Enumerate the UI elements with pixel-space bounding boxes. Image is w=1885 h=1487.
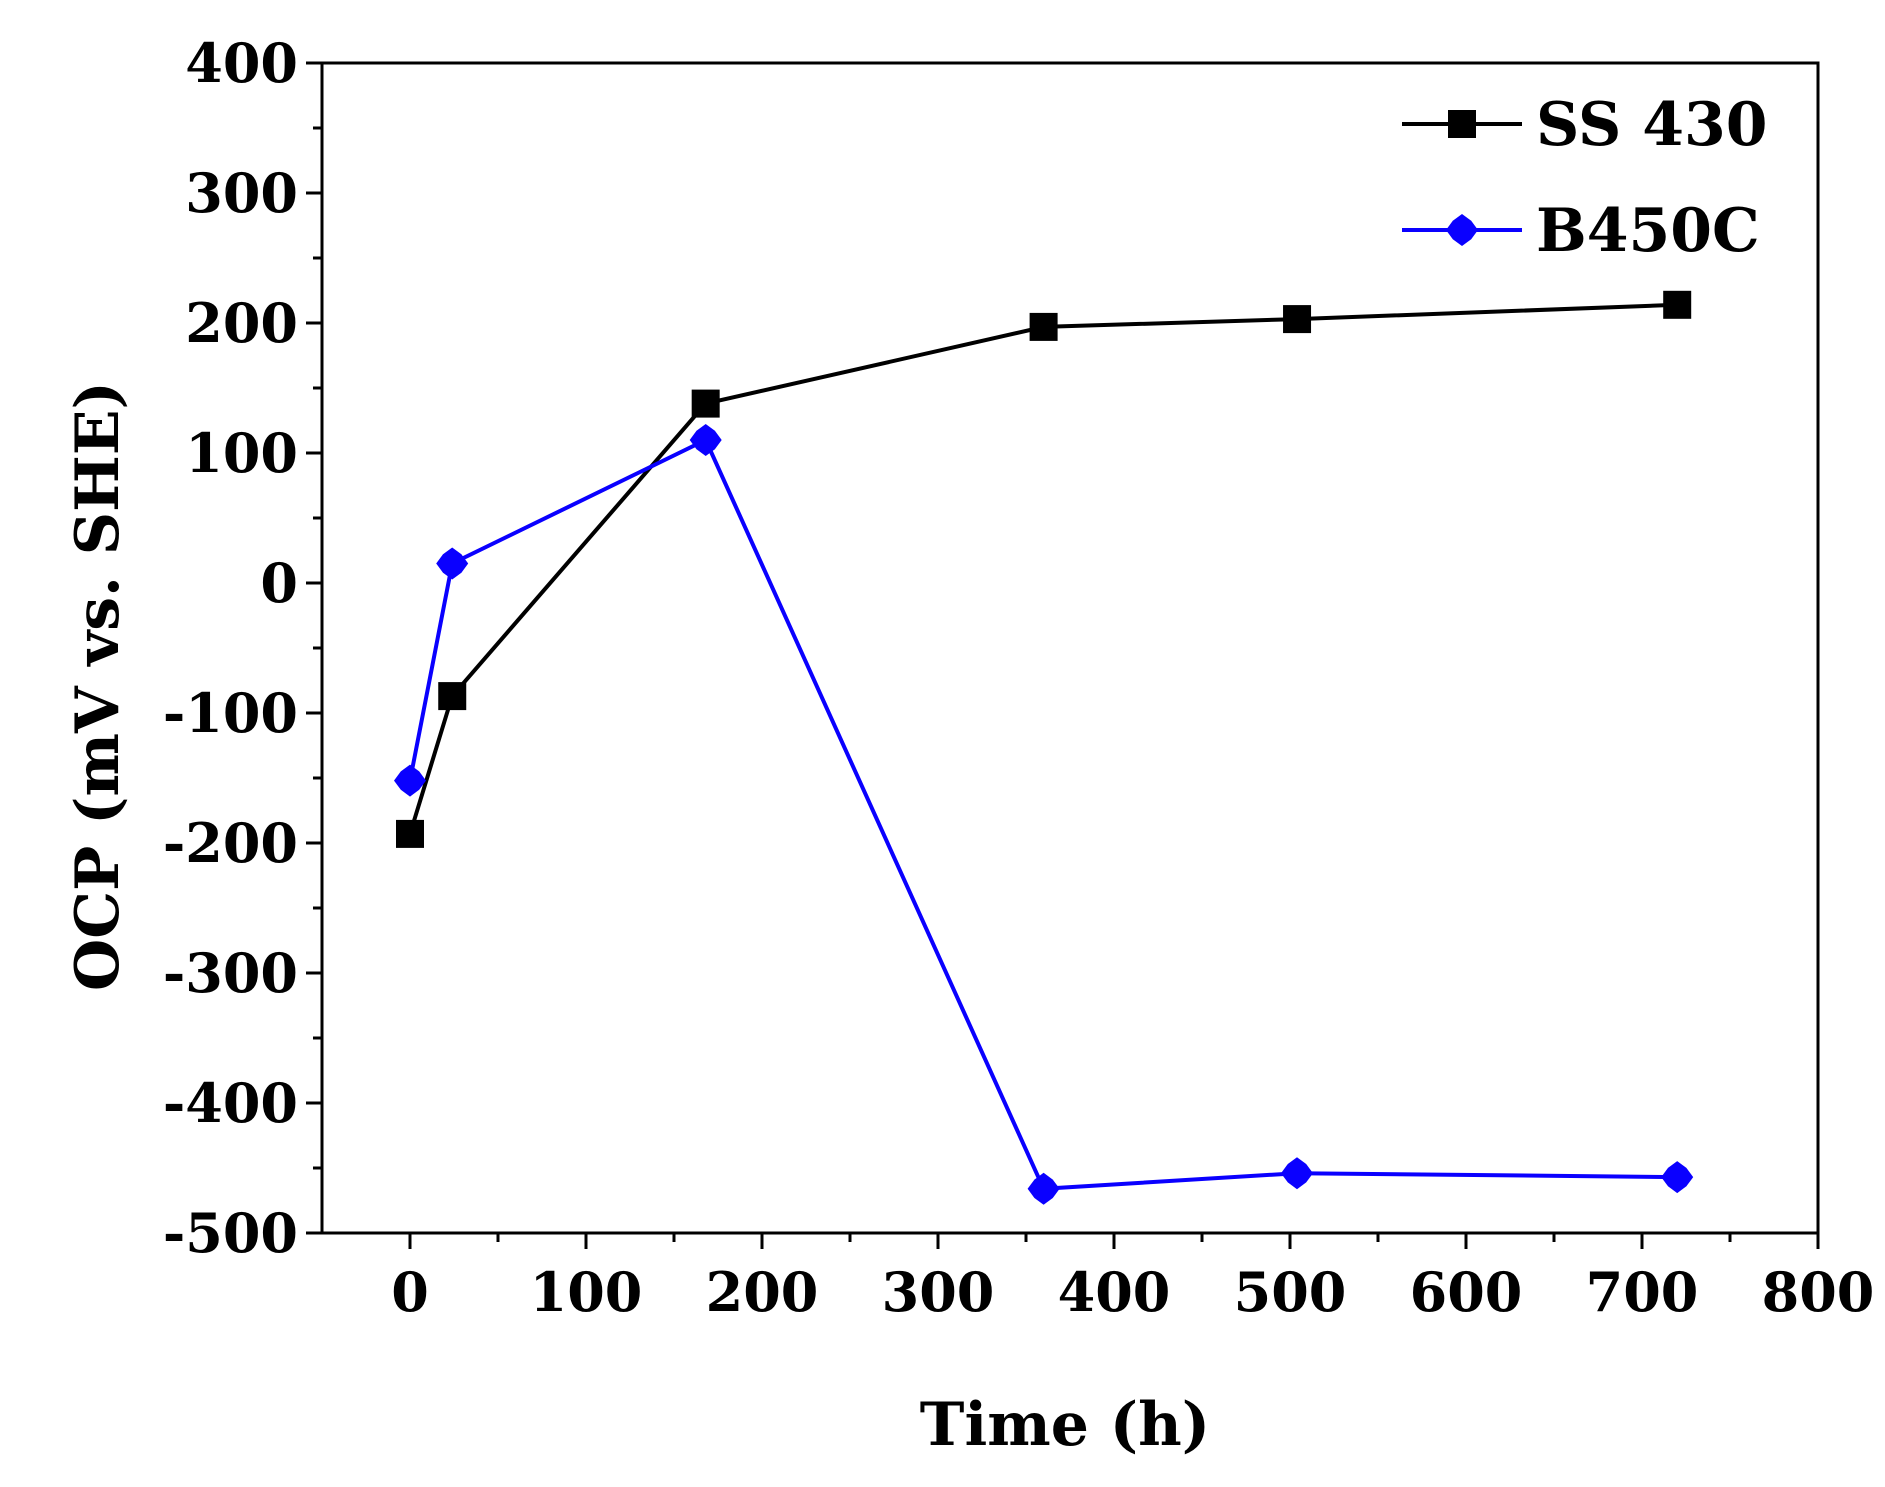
data-point-b450c: [1027, 1172, 1060, 1205]
series-line-b450c: [408, 437, 1678, 1191]
data-point-b450c: [394, 764, 426, 797]
data-point-b450c: [436, 547, 469, 580]
legend-marker-b450c: [1446, 214, 1478, 246]
data-point-ss-430: [1663, 290, 1692, 319]
y-tick-label: -300: [163, 941, 298, 1005]
legend-label-b450c: B450C: [1536, 196, 1760, 266]
marker-core: [1666, 1166, 1689, 1189]
axes: 0 100 200 300 400 500 600 700 800 400 300 200 100 0 -1…: [163, 31, 1875, 1324]
data-point-b450c: [1281, 1157, 1313, 1190]
plot-area: [394, 290, 1694, 1205]
data-point-ss-430: [1283, 305, 1312, 334]
marker-core: [694, 429, 717, 451]
data-point-ss-430: [1029, 312, 1058, 341]
y-tick-label: -200: [163, 811, 298, 875]
marker-core: [1286, 1162, 1309, 1185]
marker-core: [399, 769, 421, 792]
legend: SS 430 B450C: [1402, 90, 1767, 266]
marker-core: [1451, 219, 1473, 241]
x-axis-label: Time (h): [920, 1390, 1210, 1460]
legend-marker-ss-430: [1448, 110, 1476, 138]
x-tick-label: 600: [1410, 1260, 1523, 1324]
y-tick-label: 0: [260, 551, 298, 615]
marker-core: [441, 552, 464, 575]
y-tick-label: 200: [185, 291, 298, 355]
x-tick-label: 800: [1762, 1260, 1875, 1324]
data-point-ss-430: [691, 389, 720, 418]
x-tick-label: 0: [391, 1260, 429, 1324]
y-tick-label: -100: [163, 681, 298, 745]
series-line-ss-430: [408, 302, 1678, 835]
y-tick-label: -500: [163, 1201, 298, 1265]
data-point-ss-430: [438, 682, 467, 711]
y-tick-label: 100: [185, 421, 298, 485]
data-point-b450c: [689, 424, 722, 456]
data-point-b450c: [1661, 1161, 1694, 1194]
x-tick-label: 400: [1058, 1260, 1171, 1324]
y-tick-label: 300: [185, 161, 298, 225]
x-tick-label: 500: [1234, 1260, 1347, 1324]
marker-core: [1032, 1177, 1055, 1200]
y-axis-label: OCP (mV vs. SHE): [63, 381, 133, 991]
x-tick-label: 100: [530, 1260, 643, 1324]
x-tick-label: 200: [706, 1260, 819, 1324]
legend-label-ss-430: SS 430: [1536, 90, 1767, 160]
y-tick-label: 400: [185, 31, 298, 95]
y-tick-label: -400: [163, 1071, 298, 1135]
data-point-ss-430: [396, 819, 424, 848]
x-tick-label: 700: [1586, 1260, 1699, 1324]
x-tick-label: 300: [882, 1260, 995, 1324]
